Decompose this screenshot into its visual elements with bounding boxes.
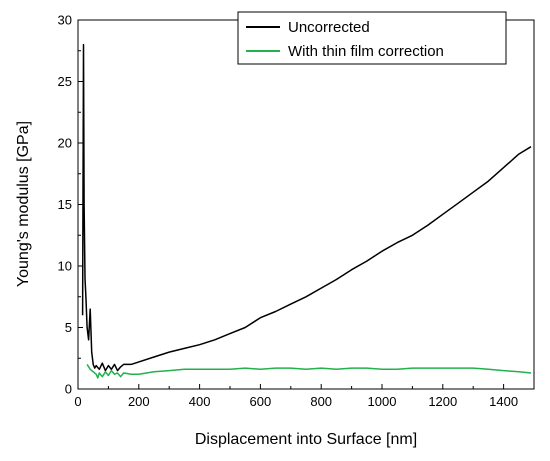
y-tick-label: 20 <box>58 136 72 151</box>
plot-frame <box>77 19 535 390</box>
y-tick-label: 0 <box>65 382 72 397</box>
legend-label-uncorrected: Uncorrected <box>288 19 370 36</box>
x-tick-label: 200 <box>128 394 150 409</box>
x-tick-label: 600 <box>250 394 272 409</box>
y-tick-label: 15 <box>58 197 72 212</box>
y-axis-label: Young's modulus [GPa] <box>15 121 32 287</box>
x-tick-label: 800 <box>310 394 332 409</box>
x-tick-label: 1000 <box>368 394 397 409</box>
legend-label-thin-film-correction: With thin film correction <box>288 43 444 60</box>
legend-box <box>237 11 507 65</box>
x-tick-label: 0 <box>74 394 81 409</box>
legend: Uncorrected With thin film correction <box>237 11 507 65</box>
series-layer <box>81 43 532 379</box>
series-line-1 <box>86 363 532 379</box>
x-tick-label: 400 <box>189 394 211 409</box>
x-tick-label: 1200 <box>428 394 457 409</box>
y-tick-label: 10 <box>58 259 72 274</box>
x-tick-label: 1400 <box>489 394 518 409</box>
x-axis-label: Displacement into Surface [nm] <box>195 431 417 448</box>
y-tick-label: 30 <box>58 13 72 28</box>
ticks-layer: 0 200 400 600 800 1000 1200 1400 0 5 10 15 20 25 30 <box>58 13 519 410</box>
series-line-0 <box>81 43 532 372</box>
y-tick-label: 25 <box>58 74 72 89</box>
y-tick-label: 5 <box>65 320 72 335</box>
